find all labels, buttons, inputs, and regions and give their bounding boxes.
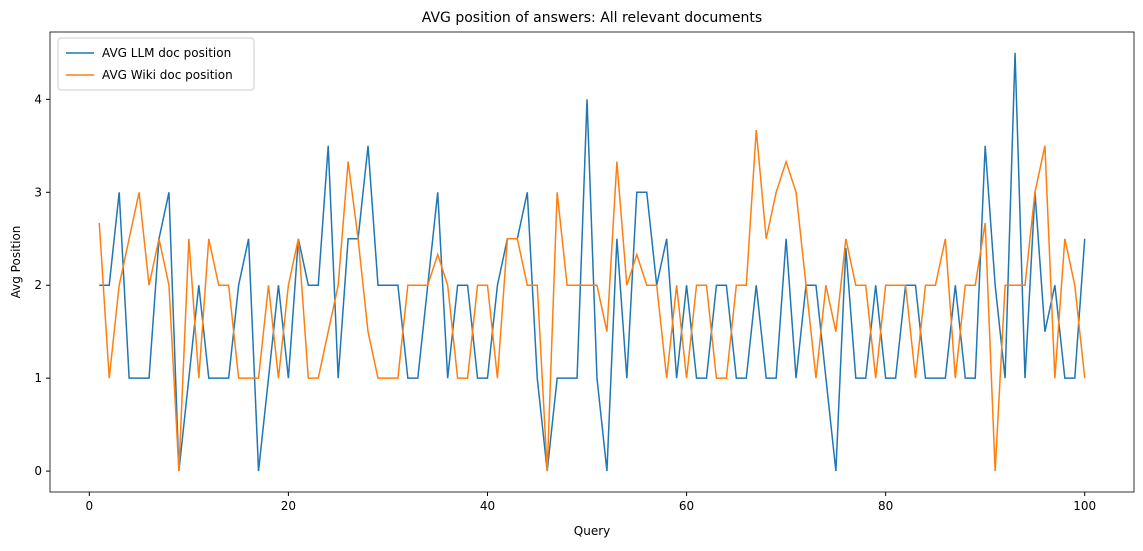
x-tick-label: 80: [878, 499, 893, 513]
legend: AVG LLM doc position AVG Wiki doc positio…: [57, 37, 255, 91]
y-axis-label: Avg Position: [9, 226, 23, 299]
x-tick-label: 100: [1073, 499, 1096, 513]
line-series: [98, 129, 1086, 472]
plot-frame: [49, 31, 1135, 493]
y-tick-label: 4: [34, 92, 42, 106]
chart-title: AVG position of answers: All relevant do…: [422, 10, 762, 26]
x-axis-label: Query: [574, 524, 610, 538]
x-tick-label: 60: [679, 499, 694, 513]
y-tick-label: 1: [34, 371, 42, 385]
legend-box: [57, 37, 255, 91]
x-tick-label: 20: [281, 499, 296, 513]
y-tick-label: 0: [34, 464, 42, 478]
legend-label: AVG LLM doc position: [102, 46, 231, 60]
x-tick-label: 40: [480, 499, 495, 513]
y-tick-label: 3: [34, 185, 42, 199]
x-tick-label: 0: [85, 499, 93, 513]
legend-label: AVG Wiki doc position: [102, 68, 233, 82]
y-tick-label: 2: [34, 278, 42, 292]
